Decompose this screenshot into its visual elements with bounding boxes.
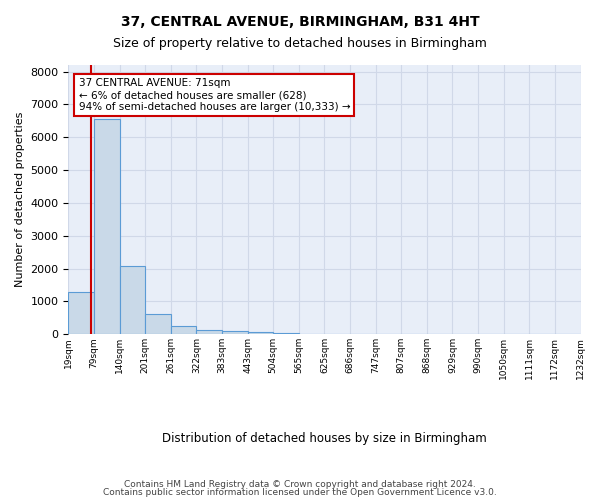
Bar: [68, 292, 94, 335]
Bar: [145, 314, 171, 334]
Y-axis label: Number of detached properties: Number of detached properties: [15, 112, 25, 288]
Text: 37, CENTRAL AVENUE, BIRMINGHAM, B31 4HT: 37, CENTRAL AVENUE, BIRMINGHAM, B31 4HT: [121, 15, 479, 29]
Text: 37 CENTRAL AVENUE: 71sqm
← 6% of detached houses are smaller (628)
94% of semi-d: 37 CENTRAL AVENUE: 71sqm ← 6% of detache…: [79, 78, 350, 112]
Text: Size of property relative to detached houses in Birmingham: Size of property relative to detached ho…: [113, 38, 487, 51]
Bar: [196, 330, 222, 334]
Text: Contains public sector information licensed under the Open Government Licence v3: Contains public sector information licen…: [103, 488, 497, 497]
Bar: [248, 332, 273, 334]
Bar: [273, 332, 299, 334]
Bar: [119, 266, 145, 334]
Text: Contains HM Land Registry data © Crown copyright and database right 2024.: Contains HM Land Registry data © Crown c…: [124, 480, 476, 489]
Bar: [222, 331, 248, 334]
Bar: [94, 119, 119, 334]
X-axis label: Distribution of detached houses by size in Birmingham: Distribution of detached houses by size …: [162, 432, 487, 445]
Bar: [171, 326, 196, 334]
